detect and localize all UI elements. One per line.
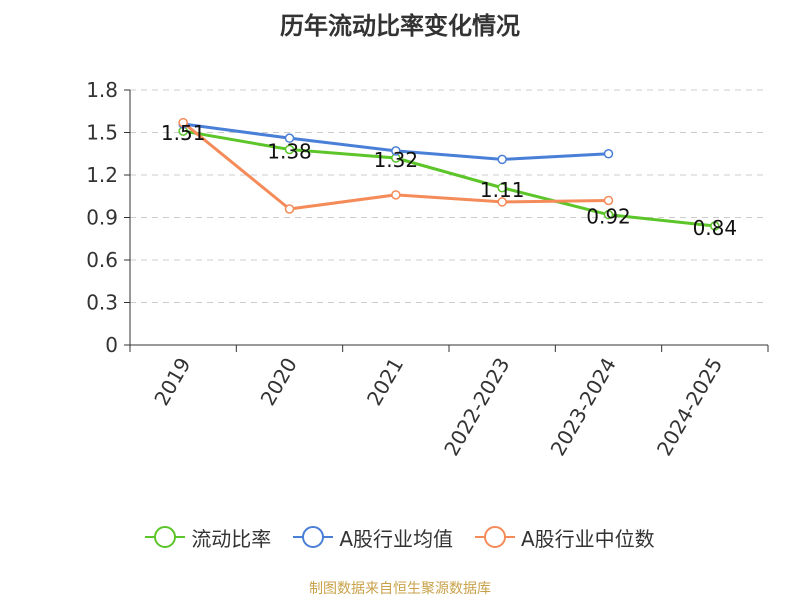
- data-label-layer: 1.51 1.38 1.32 1.11 0.92 0.84: [161, 121, 737, 240]
- series-0-point: [284, 144, 295, 155]
- legend-item[interactable]: 流动比率: [145, 521, 271, 553]
- series-0-point: [710, 221, 720, 231]
- series-1-point: [391, 146, 401, 156]
- series-layer: [178, 117, 720, 231]
- series-1-point: [603, 149, 614, 159]
- legend: 流动比率 A股行业均值 A股行业中位数: [0, 521, 800, 553]
- y-tick-label: 0.3: [86, 291, 118, 315]
- x-tick-label: 2024-2025: [652, 354, 727, 460]
- data-label: 1.51: [161, 121, 206, 145]
- x-tick-label: 2023-2024: [546, 354, 621, 460]
- legend-swatch-icon: [293, 526, 334, 548]
- legend-swatch-icon: [475, 526, 515, 548]
- data-label: 0.84: [693, 216, 738, 240]
- legend-label: 流动比率: [191, 526, 272, 551]
- chart-title: 历年流动比率变化情况: [280, 12, 520, 40]
- legend-label: A股行业均值: [339, 526, 453, 551]
- grid-layer: [130, 89, 768, 303]
- legend-item[interactable]: A股行业均值: [293, 521, 453, 553]
- legend-item[interactable]: A股行业中位数: [475, 521, 655, 553]
- data-label: 1.38: [267, 140, 312, 164]
- y-tick-label: 1.5: [86, 121, 118, 145]
- series-2-point: [497, 197, 507, 207]
- y-tick-label: 0.6: [86, 248, 118, 272]
- x-tick-label: 2022-2023: [439, 353, 514, 459]
- series-2-point: [603, 195, 614, 206]
- y-tick-label: 0.9: [86, 206, 118, 230]
- y-tick-label: 0: [105, 333, 118, 357]
- series-2-point: [178, 117, 188, 128]
- legend-swatch-icon: [145, 526, 186, 548]
- data-label: 0.92: [586, 205, 631, 229]
- series-1-point: [284, 133, 295, 143]
- data-label: 1.32: [374, 148, 419, 172]
- series-0-point: [497, 183, 507, 193]
- series-line-0: [182, 129, 715, 228]
- source-note: 制图数据来自恒生聚源数据库: [309, 581, 491, 597]
- y-tick-label: 1.8: [86, 78, 118, 102]
- data-label: 1.11: [480, 178, 525, 202]
- series-2-point: [391, 190, 401, 200]
- series-0-point: [603, 209, 614, 220]
- x-tick-label: 2020: [256, 354, 302, 410]
- series-2-point: [284, 204, 295, 214]
- legend-label: A股行业中位数: [521, 526, 655, 551]
- y-tick-label: 1.2: [86, 163, 118, 187]
- x-tick-label: 2019: [149, 354, 195, 410]
- series-1-point: [497, 154, 507, 165]
- x-tick-label: 2021: [362, 354, 408, 410]
